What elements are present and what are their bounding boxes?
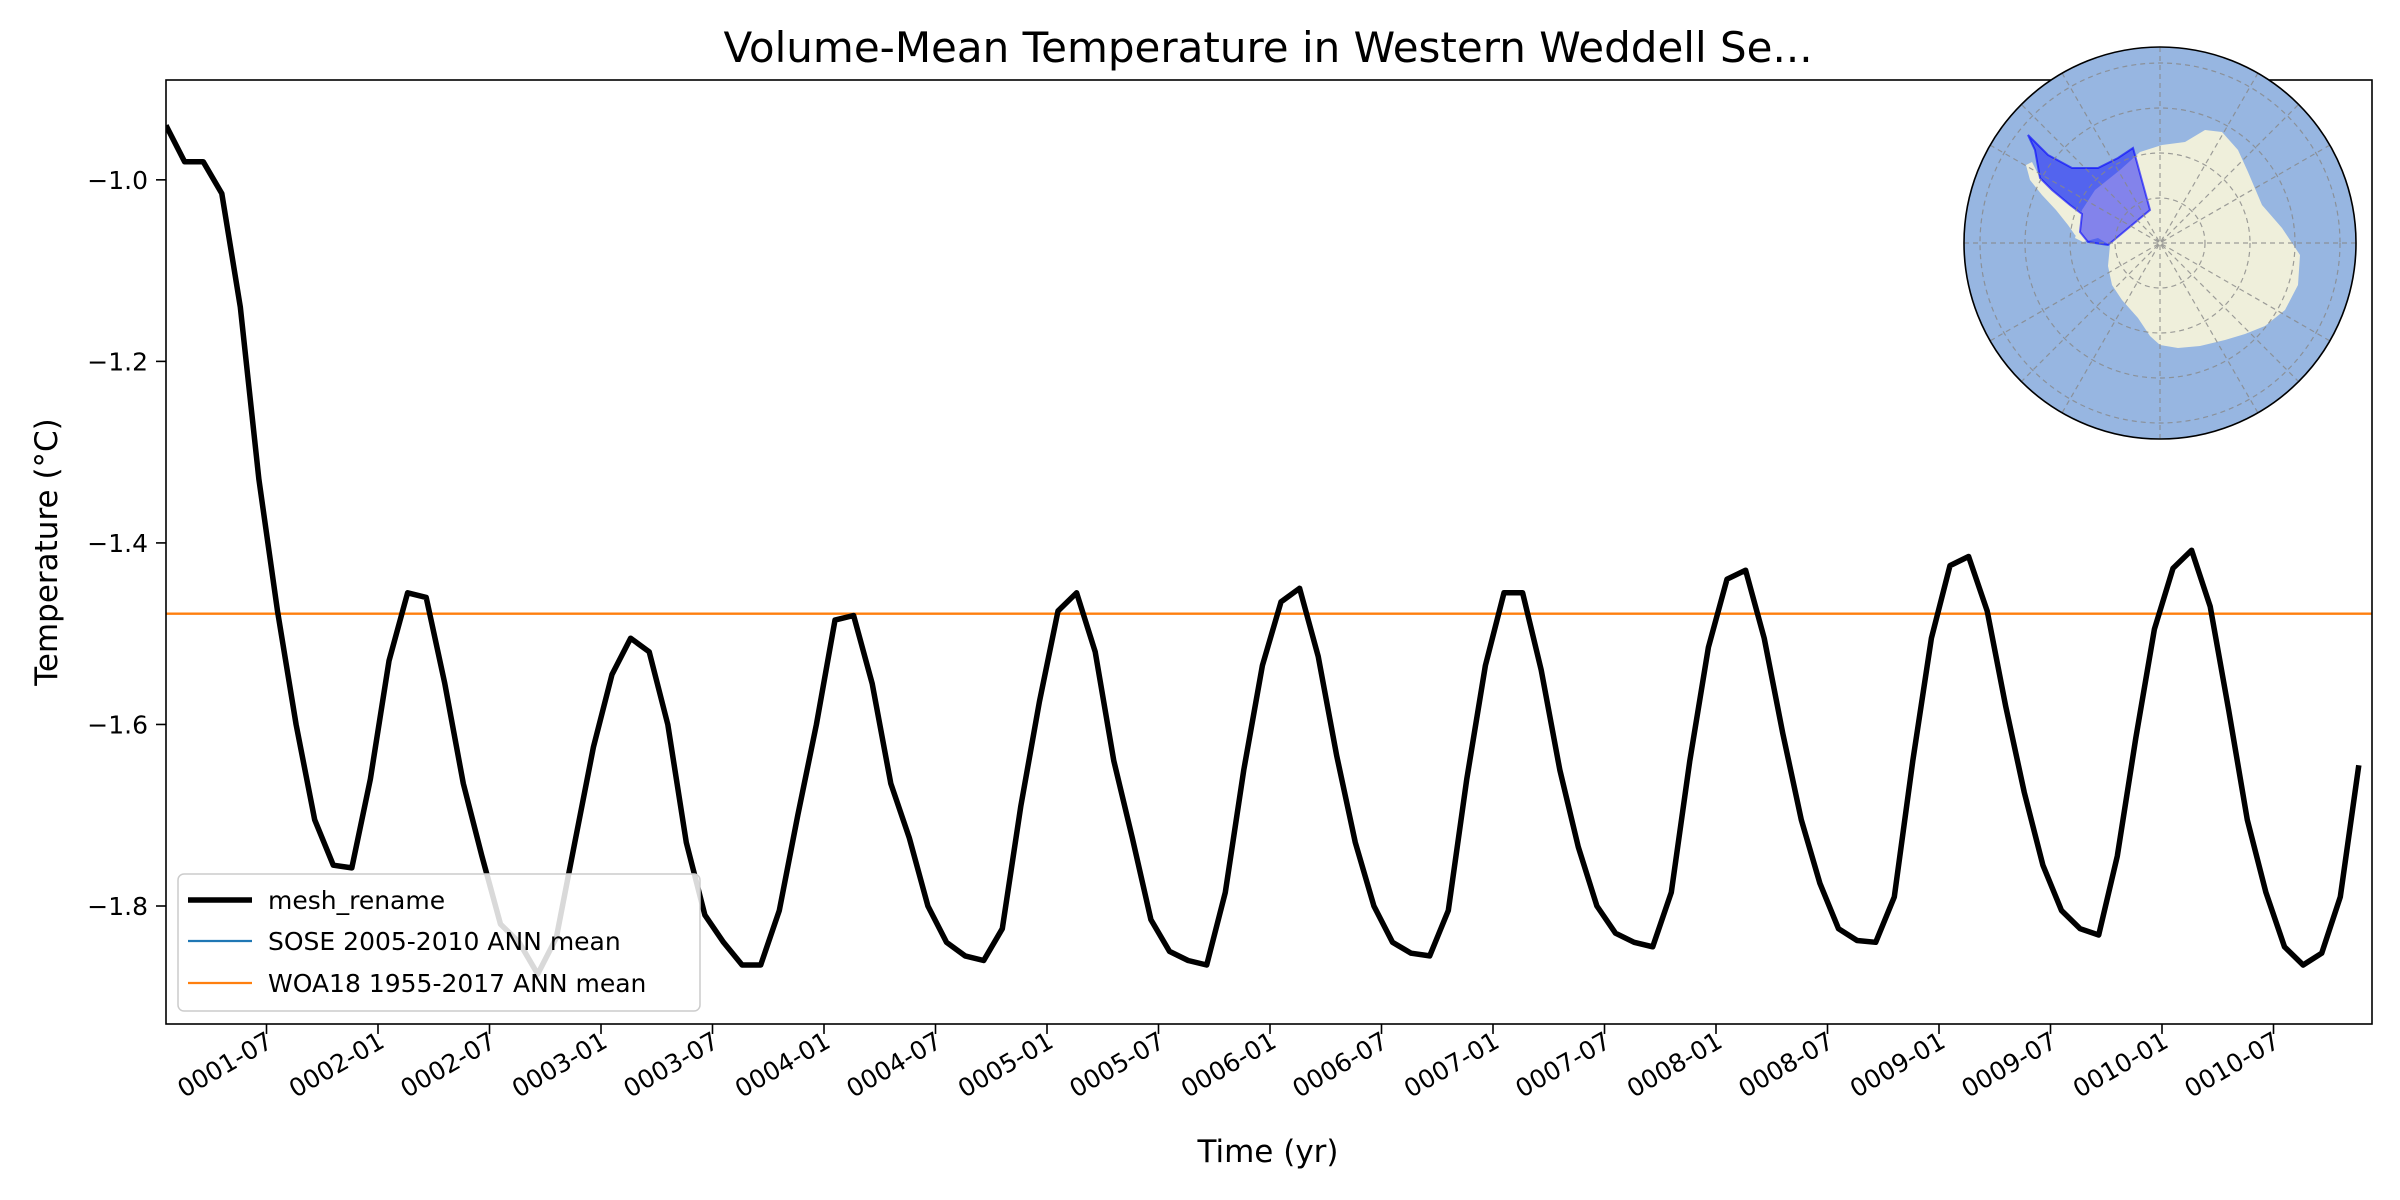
x-tick-label: 0003-07 xyxy=(619,1026,724,1103)
x-tick-label: 0006-07 xyxy=(1288,1026,1393,1103)
x-tick-label: 0008-01 xyxy=(1622,1026,1727,1103)
x-tick-label: 0006-01 xyxy=(1176,1026,1281,1103)
x-tick-label: 0010-07 xyxy=(2180,1026,2285,1103)
x-tick-label: 0002-01 xyxy=(284,1026,389,1103)
y-axis-label: Temperature (°C) xyxy=(29,418,65,687)
x-tick-label: 0001-07 xyxy=(173,1026,278,1103)
y-axis: −1.0 −1.2 −1.4 −1.6 −1.8 xyxy=(87,166,166,921)
map-graticule xyxy=(1964,47,2356,439)
x-tick-label: 0008-07 xyxy=(1734,1026,1839,1103)
y-tick-label: −1.0 xyxy=(87,166,148,195)
y-tick-label: −1.8 xyxy=(87,892,148,921)
x-tick-label: 0005-01 xyxy=(953,1026,1058,1103)
map-border xyxy=(1963,46,2357,440)
antarctic-peninsula xyxy=(2026,162,2083,242)
x-tick-label: 0004-07 xyxy=(842,1026,947,1103)
y-tick-label: −1.2 xyxy=(87,347,148,376)
inset-map xyxy=(1963,46,2357,440)
y-tick-label: −1.6 xyxy=(87,710,148,739)
x-axis-label: Time (yr) xyxy=(1197,1134,1339,1170)
x-tick-label: 0007-07 xyxy=(1511,1026,1616,1103)
x-tick-label: 0004-01 xyxy=(730,1026,835,1103)
y-tick-label: −1.4 xyxy=(87,529,148,558)
x-tick-label: 0010-01 xyxy=(2068,1026,2173,1103)
legend: mesh_rename SOSE 2005-2010 ANN mean WOA1… xyxy=(177,873,701,1012)
plot-area-frame xyxy=(165,79,2373,1025)
x-tick-label: 0007-01 xyxy=(1399,1026,1504,1103)
legend-label-woa18: WOA18 1955-2017 ANN mean xyxy=(268,969,646,998)
legend-label-mesh-rename: mesh_rename xyxy=(268,886,445,915)
x-tick-label: 0003-01 xyxy=(507,1026,612,1103)
x-axis: 0001-07 0002-01 0002-07 0003-01 0003-07 0004-… xyxy=(173,1024,2285,1103)
x-tick-label: 0005-07 xyxy=(1065,1026,1170,1103)
x-tick-label: 0009-07 xyxy=(1957,1026,2062,1103)
chart-title: Volume-Mean Temperature in Western Wedde… xyxy=(723,23,1812,72)
x-tick-label: 0009-01 xyxy=(1845,1026,1950,1103)
x-tick-label: 0002-07 xyxy=(396,1026,501,1103)
legend-label-sose: SOSE 2005-2010 ANN mean xyxy=(268,927,621,956)
legend-frame xyxy=(177,873,701,1012)
